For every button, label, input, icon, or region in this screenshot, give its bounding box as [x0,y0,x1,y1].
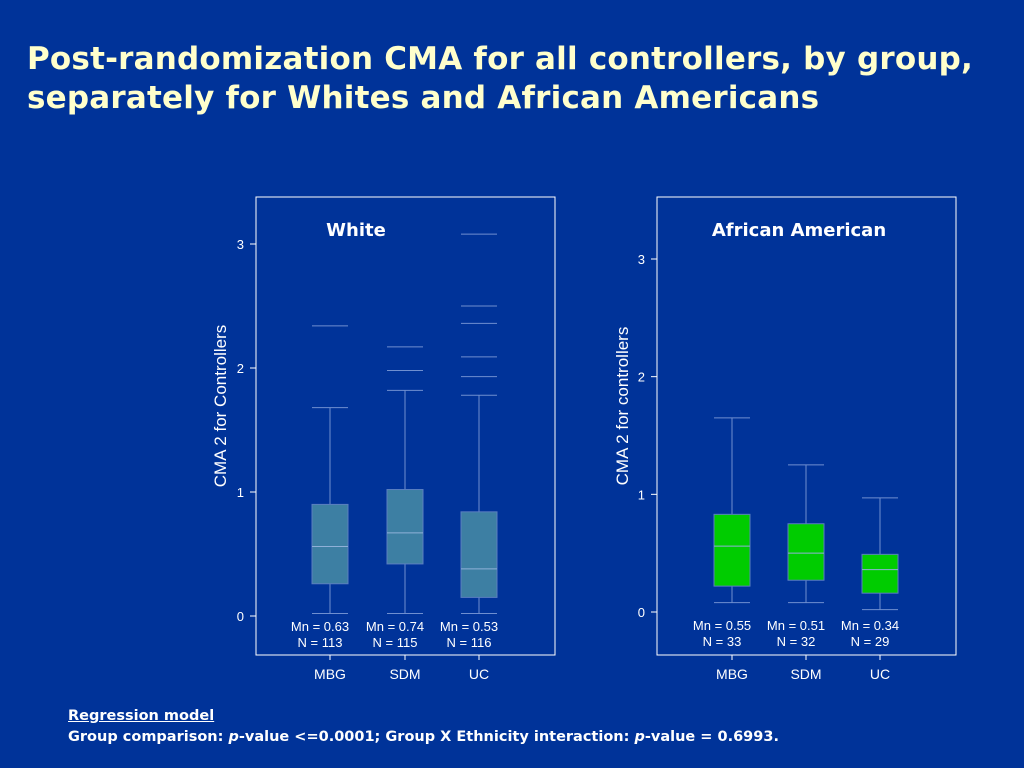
mean-annotation: Mn = 0.51 [767,618,825,633]
box-body [787,523,825,581]
title-line-2: separately for Whites and African Americ… [27,80,820,116]
n-annotation: N = 115 [373,635,418,650]
african-american-boxplot-chart: African American 0 1 2 3 CMA 2 for controller… [613,196,957,682]
n-annotation: N = 29 [851,634,890,649]
mean-annotation: Mn = 0.55 [693,618,751,633]
box-mbg [311,325,349,615]
x-tick-label: MBG [314,666,346,682]
box-body [386,489,424,565]
mean-annotation: Mn = 0.74 [366,619,424,634]
x-tick-label: SDM [389,666,420,682]
y-tick-label: 3 [638,252,645,267]
n-annotation: N = 113 [298,635,343,650]
regression-text: Group comparison: p-value <=0.0001; Grou… [68,727,779,748]
chart-title: African American [712,220,886,241]
chart-title: White [326,220,386,241]
regression-heading: Regression model [68,708,215,724]
box-mbg [713,417,751,604]
box-uc [460,233,498,615]
y-axis-label: CMA 2 for controllers [613,327,632,486]
box-body [311,503,349,585]
box-uc [861,497,899,611]
regression-text-part: -value <=0.0001; Group X Ethnicity inter… [238,729,635,745]
y-tick-label: 2 [638,370,645,385]
y-axis-label: CMA 2 for Controllers [211,325,230,488]
regression-note: Regression model Group comparison: p-val… [68,706,779,748]
box-body [460,511,498,598]
p-italic: p [634,729,645,745]
x-tick-label: MBG [716,666,748,682]
y-tick-label: 1 [638,487,645,502]
x-tick-label: UC [469,666,489,682]
mean-annotation: Mn = 0.34 [841,618,899,633]
box-sdm [386,346,424,615]
y-tick-label: 0 [237,609,244,624]
mean-annotation: Mn = 0.63 [291,619,349,634]
n-annotation: N = 116 [447,635,492,650]
y-tick-label: 2 [237,361,244,376]
box-body [713,513,751,587]
y-tick-label: 0 [638,605,645,620]
p-italic: p [228,729,239,745]
x-tick-label: SDM [790,666,821,682]
regression-text-part: Group comparison: [68,729,229,745]
y-tick-label: 3 [237,237,244,252]
title-line-1: Post-randomization CMA for all controlle… [27,41,973,77]
n-annotation: N = 33 [703,634,742,649]
box-sdm [787,464,825,604]
slide-title: Post-randomization CMA for all controlle… [27,40,1017,118]
box-body [861,553,899,594]
y-tick-label: 1 [237,485,244,500]
regression-text-part: -value = 0.6993. [644,729,779,745]
n-annotation: N = 32 [777,634,816,649]
mean-annotation: Mn = 0.53 [440,619,498,634]
x-tick-label: UC [870,666,890,682]
